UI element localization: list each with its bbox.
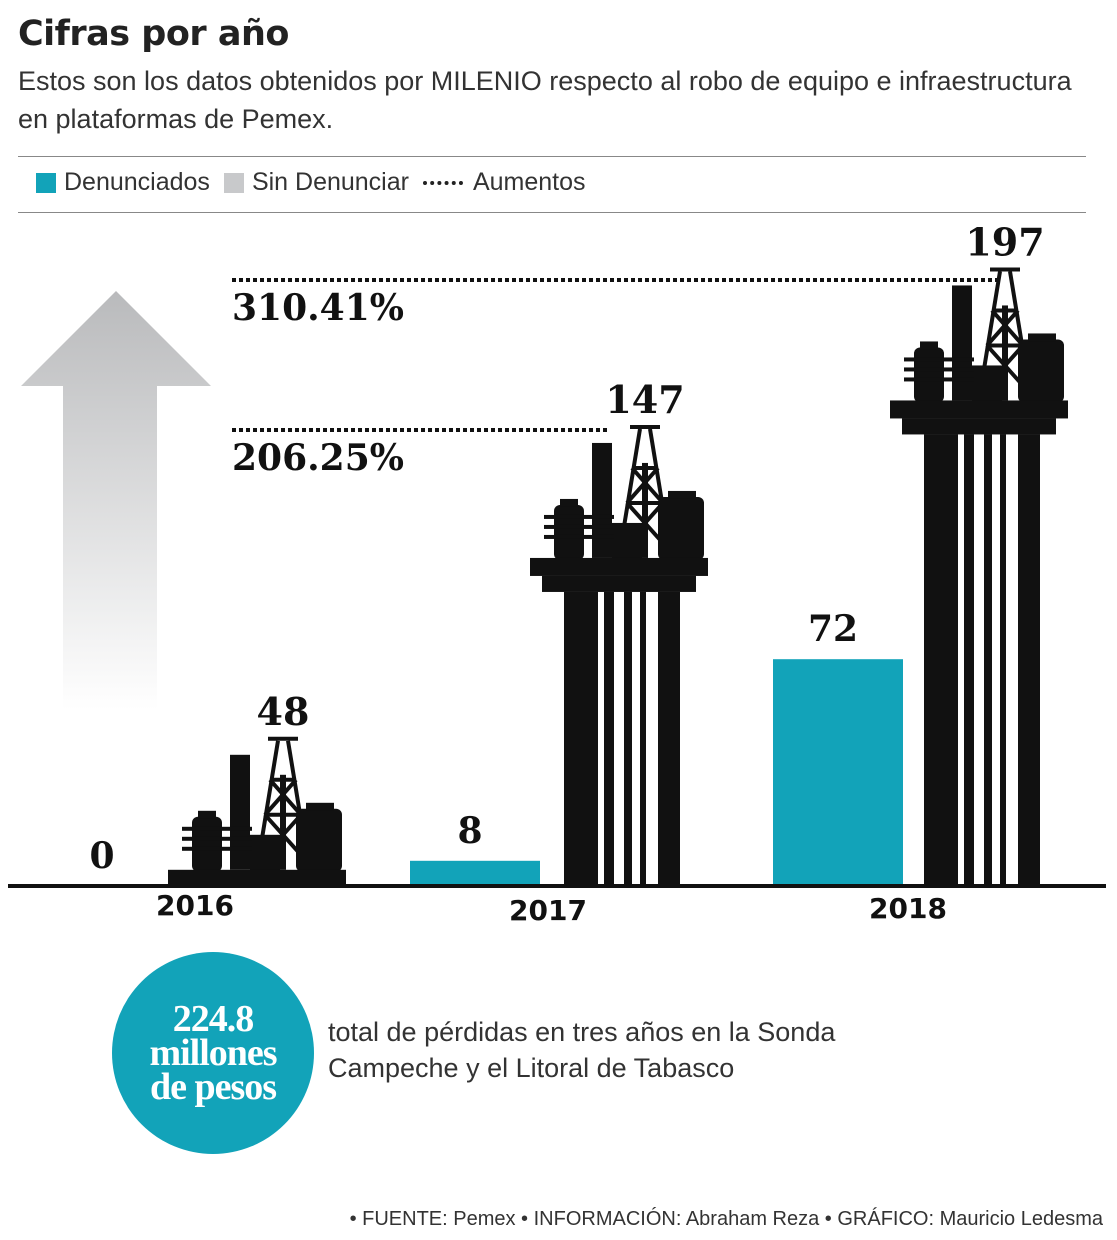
pipe [544, 524, 614, 529]
legend: Denunciados Sin Denunciar Aumentos [36, 168, 586, 197]
tank-cap [668, 490, 696, 499]
tank [914, 347, 944, 403]
deck [168, 869, 346, 888]
dotted-line-swatch [422, 180, 463, 185]
platform-leg [604, 591, 614, 886]
derrick-mast [642, 462, 648, 558]
x-tick-label: 2017 [509, 894, 587, 927]
oil-platform-icon [168, 736, 346, 888]
bar-denunciados [773, 659, 903, 886]
data-label-denunciados: 8 [457, 810, 482, 852]
tank-cap [1028, 333, 1056, 342]
machinery [612, 522, 642, 560]
deck [530, 557, 708, 576]
chimney [952, 285, 972, 401]
data-label-sin-denunciar: 197 [965, 219, 1044, 264]
total-circle: 224.8 millones de pesos [112, 952, 314, 1154]
x-axis-line [8, 884, 1106, 888]
x-tick-label: 2018 [869, 892, 947, 925]
platform-leg [658, 591, 680, 886]
platform-leg [1000, 434, 1006, 886]
tank [192, 816, 222, 872]
platform-leg [564, 591, 598, 886]
tank [658, 496, 704, 560]
increase-label: 310.41% [232, 287, 404, 329]
tank [296, 808, 342, 872]
total-unit: de pesos [149, 1066, 277, 1108]
pipe [904, 367, 974, 372]
machinery [972, 365, 1002, 403]
data-label-denunciados: 0 [89, 835, 114, 877]
tank [1018, 339, 1064, 403]
credits: • FUENTE: Pemex • INFORMACIÓN: Abraham R… [349, 1208, 1103, 1230]
legend-label: Sin Denunciar [251, 168, 409, 196]
x-tick-label: 2016 [156, 889, 234, 922]
pipe [182, 826, 252, 831]
tank-cap [198, 810, 216, 819]
legend-swatch [36, 172, 56, 193]
tank-cap [306, 802, 334, 811]
tank-cap [920, 341, 938, 350]
oil-platform-icon [530, 424, 708, 886]
platform-leg [964, 434, 974, 886]
increase-label: 206.25% [232, 437, 404, 479]
chart-title: Cifras por año [18, 14, 289, 54]
bar-denunciados [410, 860, 540, 886]
pipe [544, 534, 614, 539]
chimney [230, 754, 250, 870]
legend-item-sin-denunciar: Sin Denunciar [223, 168, 409, 197]
platform-leg [1018, 434, 1040, 886]
divider [18, 156, 1086, 157]
legend-label: Denunciados [64, 168, 210, 196]
tank-cap [560, 498, 578, 507]
divider [18, 212, 1086, 213]
machinery [250, 834, 280, 872]
derrick-mast [1002, 305, 1008, 401]
legend-item-denunciados: Denunciados [36, 168, 210, 197]
total-note: total de pérdidas en tres años en la Son… [328, 1017, 836, 1083]
lower-deck [542, 575, 696, 592]
data-label-sin-denunciar: 48 [257, 689, 310, 734]
legend-item-aumentos: Aumentos [422, 168, 586, 197]
tank [554, 504, 584, 560]
platform-leg [984, 434, 992, 886]
platform-leg [624, 591, 632, 886]
legend-label: Aumentos [472, 168, 586, 196]
deck [890, 400, 1068, 419]
data-label-sin-denunciar: 147 [605, 377, 684, 422]
data-label-denunciados: 72 [808, 608, 858, 650]
pipe [182, 846, 252, 851]
lower-deck [902, 418, 1056, 435]
total-amount: 224.8 [172, 998, 255, 1040]
increase-arrow-icon [21, 291, 211, 710]
total-unit: millones [149, 1032, 277, 1074]
derrick-mast [280, 774, 286, 870]
chart-subtitle: Estos son los datos obtenidos por MILENI… [18, 66, 1072, 134]
platform-leg [640, 591, 646, 886]
pipe [544, 514, 614, 519]
pipe [904, 357, 974, 362]
oil-platform-icon [890, 267, 1068, 886]
pipe [182, 836, 252, 841]
platform-leg [924, 434, 958, 886]
legend-swatch [223, 172, 244, 193]
pipe [904, 377, 974, 382]
chart-plot: 0 48 2016 8 147 2017 72 197 2018 206.25% 310.41% [8, 219, 1106, 927]
chimney [592, 442, 612, 558]
